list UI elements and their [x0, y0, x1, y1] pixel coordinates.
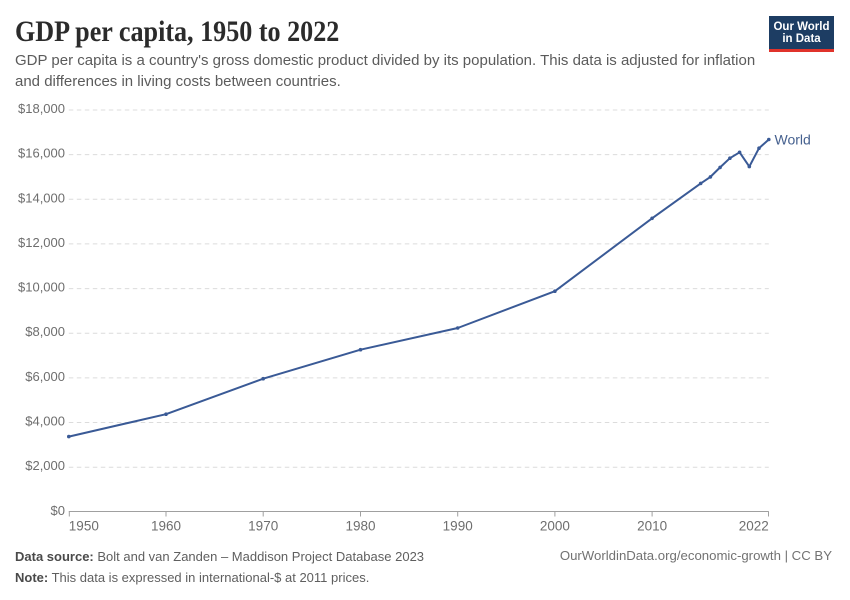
svg-text:$16,000: $16,000: [18, 146, 65, 161]
svg-text:$10,000: $10,000: [18, 280, 65, 295]
svg-text:$8,000: $8,000: [25, 324, 65, 339]
svg-text:1990: 1990: [443, 519, 473, 534]
svg-text:2000: 2000: [540, 519, 570, 534]
svg-text:1980: 1980: [345, 519, 375, 534]
svg-text:$14,000: $14,000: [18, 190, 65, 205]
svg-text:1950: 1950: [69, 519, 99, 534]
svg-text:1970: 1970: [248, 519, 278, 534]
svg-text:$4,000: $4,000: [25, 414, 65, 429]
svg-text:$18,000: $18,000: [18, 101, 65, 116]
svg-text:$0: $0: [51, 503, 65, 518]
svg-text:$2,000: $2,000: [25, 458, 65, 473]
svg-text:$12,000: $12,000: [18, 235, 65, 250]
svg-text:2010: 2010: [637, 519, 667, 534]
svg-text:2022: 2022: [739, 519, 769, 534]
svg-text:World: World: [775, 131, 811, 147]
svg-text:$6,000: $6,000: [25, 369, 65, 384]
svg-text:1960: 1960: [151, 519, 181, 534]
